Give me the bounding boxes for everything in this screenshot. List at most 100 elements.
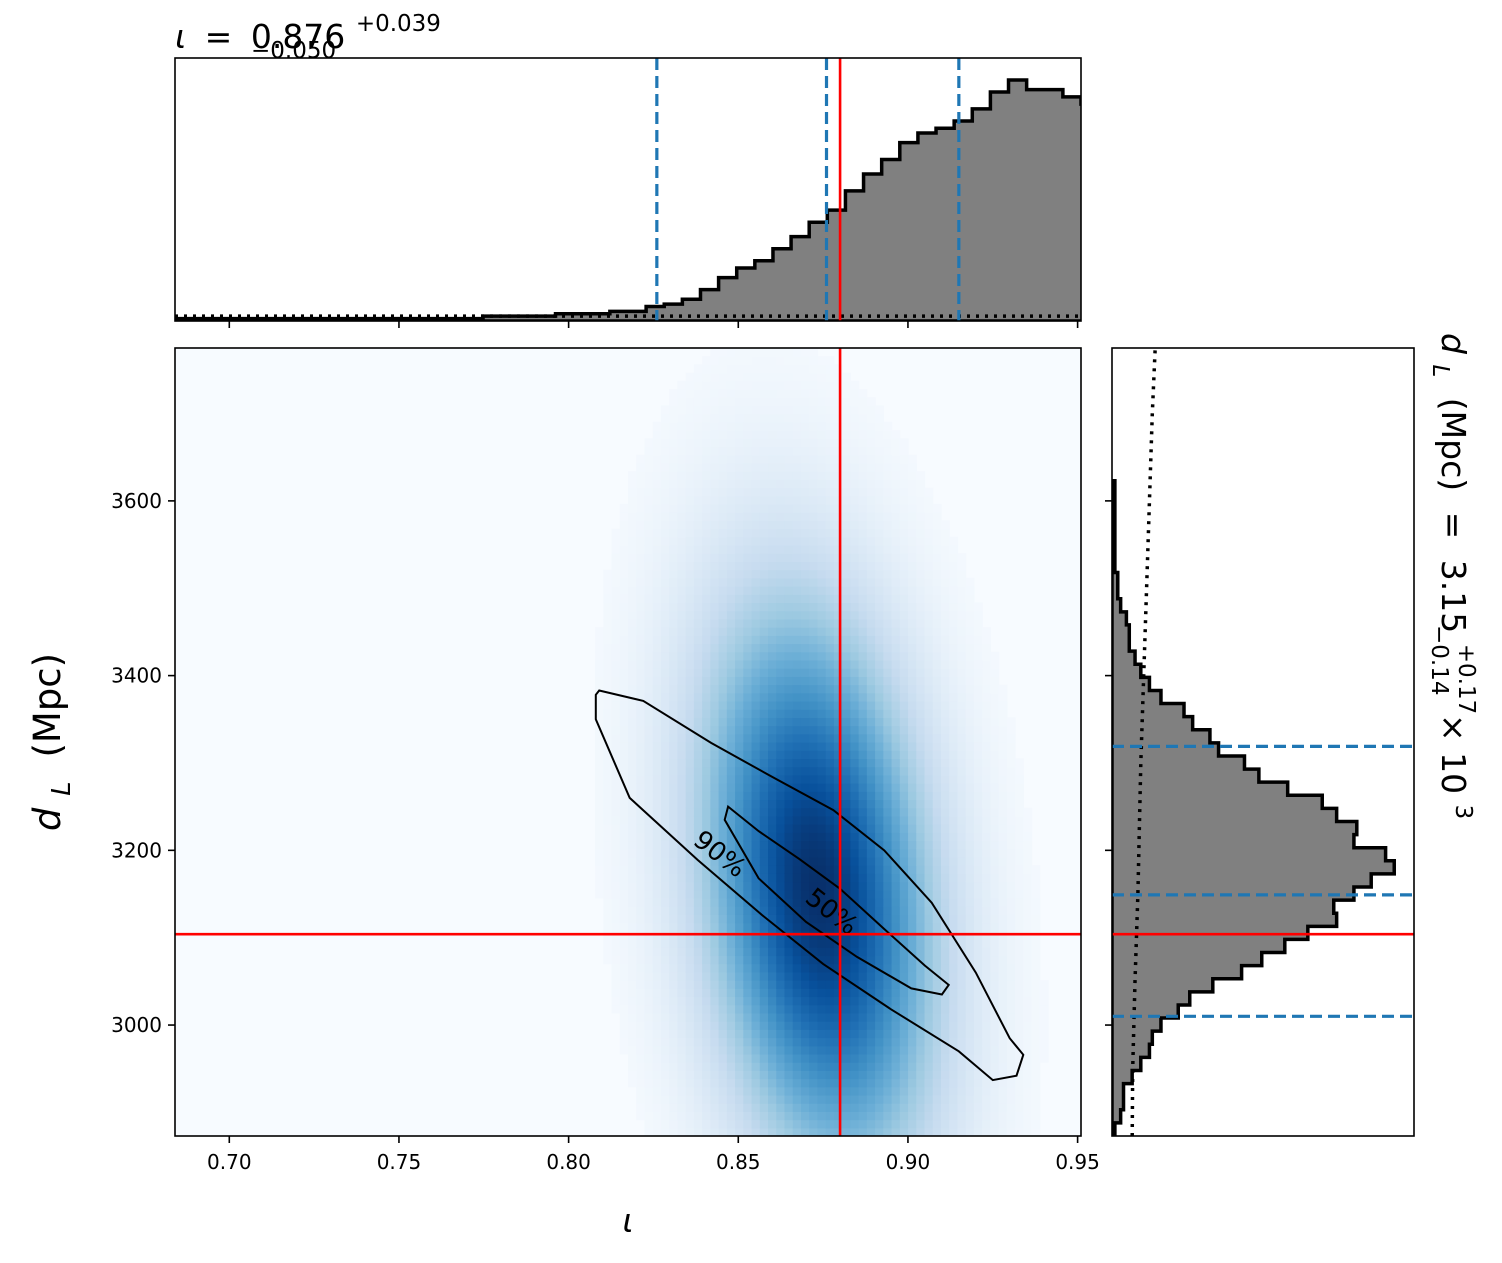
density-cell <box>875 742 884 751</box>
density-cell <box>611 815 621 825</box>
density-cell <box>677 438 687 448</box>
density-cell <box>636 742 646 751</box>
density-cell <box>817 783 827 792</box>
density-cell <box>1039 1037 1049 1047</box>
density-cell <box>751 766 761 776</box>
density-cell <box>965 865 975 874</box>
density-cell <box>1023 955 1033 965</box>
density-cell <box>735 906 744 915</box>
density-cell <box>891 840 901 850</box>
density-cell <box>891 512 901 521</box>
density-cell <box>875 873 884 883</box>
density-cell <box>949 1045 959 1055</box>
density-cell <box>998 963 1008 973</box>
density-cell <box>957 963 967 973</box>
density-cell <box>792 380 802 390</box>
density-cell <box>628 807 637 817</box>
density-cell <box>883 725 893 735</box>
density-cell <box>710 1078 720 1088</box>
density-cell <box>784 750 794 760</box>
density-cell <box>842 700 851 710</box>
density-cell <box>899 848 909 858</box>
density-cell <box>652 1053 662 1063</box>
density-cell <box>833 717 843 727</box>
density-cell <box>726 791 736 801</box>
density-cell <box>702 561 711 571</box>
density-cell <box>669 1029 679 1039</box>
density-cell <box>677 397 687 407</box>
density-cell <box>949 955 959 965</box>
density-cell <box>916 1086 926 1096</box>
density-cell <box>809 889 819 899</box>
density-cell <box>916 832 926 842</box>
density-cell <box>957 856 967 866</box>
density-cell <box>603 709 613 718</box>
density-cell <box>751 988 761 998</box>
density-cell <box>817 553 827 563</box>
density-cell <box>743 840 753 850</box>
density-cell <box>628 922 637 932</box>
density-cell <box>817 389 827 398</box>
density-cell <box>973 922 983 932</box>
density-cell <box>768 725 777 735</box>
density-cell <box>891 1086 901 1096</box>
density-cell <box>982 1053 991 1063</box>
density-cell <box>998 906 1008 915</box>
density-cell <box>817 1021 827 1030</box>
density-cell <box>825 971 835 981</box>
density-cell <box>784 742 794 751</box>
density-cell <box>693 832 703 842</box>
density-cell <box>817 889 827 899</box>
density-cell <box>792 815 802 825</box>
density-cell <box>858 438 868 448</box>
density-cell <box>685 495 695 505</box>
density-cell <box>891 1062 901 1071</box>
density-cell <box>693 1045 703 1055</box>
density-cell <box>784 1045 794 1055</box>
density-cell <box>883 1062 893 1071</box>
density-cell <box>685 668 695 677</box>
density-cell <box>652 922 662 932</box>
density-cell <box>603 569 613 579</box>
density-cell <box>957 742 967 751</box>
density-cell <box>866 618 876 628</box>
density-cell <box>899 668 909 677</box>
density-cell <box>776 577 786 587</box>
density-cell <box>784 1053 794 1063</box>
density-cell <box>726 1004 736 1014</box>
density-cell <box>809 586 819 595</box>
density-cell <box>660 1070 670 1080</box>
density-cell <box>628 1045 637 1055</box>
density-cell <box>619 627 629 636</box>
density-cell <box>751 438 761 448</box>
density-cell <box>825 856 835 866</box>
density-cell <box>611 840 621 850</box>
density-cell <box>940 881 950 891</box>
density-cell <box>677 1119 687 1129</box>
density-cell <box>817 438 827 448</box>
density-cell <box>776 618 786 628</box>
density-cell <box>693 791 703 801</box>
density-cell <box>965 766 975 776</box>
density-cell <box>809 1086 819 1096</box>
density-cell <box>702 1062 711 1071</box>
density-cell <box>1039 1021 1049 1030</box>
density-cell <box>940 758 950 768</box>
density-cell <box>916 1103 926 1112</box>
density-cell <box>677 1037 687 1047</box>
density-cell <box>669 520 679 530</box>
density-cell <box>636 635 646 645</box>
density-cell <box>916 1021 926 1030</box>
density-cell <box>809 528 819 538</box>
density-cell <box>718 397 728 407</box>
density-cell <box>759 553 769 563</box>
density-cell <box>800 380 810 390</box>
density-cell <box>718 553 728 563</box>
density-cell <box>891 594 901 604</box>
density-cell <box>792 594 802 604</box>
density-cell <box>669 750 679 760</box>
density-cell <box>833 889 843 899</box>
density-cell <box>842 602 851 612</box>
density-cell <box>883 758 893 768</box>
density-cell <box>718 742 728 751</box>
